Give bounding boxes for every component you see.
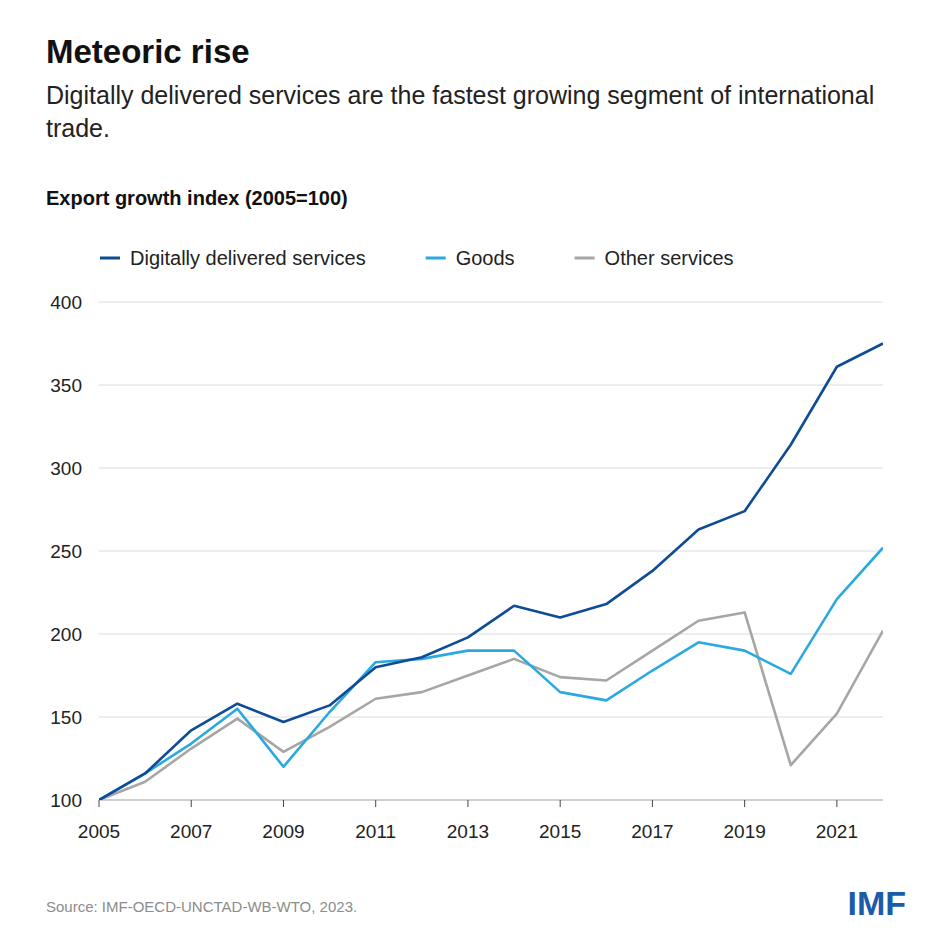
- x-tick: [99, 800, 100, 807]
- logo: IMF: [847, 884, 906, 922]
- legend-label: Digitally delivered services: [130, 247, 366, 269]
- y-tick-label: 100: [50, 790, 82, 811]
- x-tick-label: 2021: [816, 821, 858, 842]
- x-tick-label: 2013: [447, 821, 489, 842]
- x-tick: [467, 800, 468, 807]
- x-tick-label: 2011: [355, 821, 396, 842]
- grid-line: [99, 302, 883, 303]
- x-tick-label: 2007: [170, 821, 212, 842]
- x-axis-line: [99, 800, 883, 801]
- subtitle: Digitally delivered services are the fas…: [46, 81, 874, 142]
- x-tick: [375, 800, 376, 807]
- series-line: [99, 612, 883, 800]
- series-line: [99, 548, 883, 800]
- x-tick-label: 2015: [539, 821, 581, 842]
- x-tick: [744, 800, 745, 807]
- background: [0, 0, 950, 950]
- y-axis-label: Export growth index (2005=100): [46, 187, 348, 209]
- grid-line: [99, 385, 883, 386]
- legend-label: Other services: [605, 247, 734, 269]
- x-tick: [560, 800, 561, 807]
- x-tick-label: 2005: [78, 821, 120, 842]
- y-tick-label: 400: [50, 292, 82, 313]
- x-tick-label: 2009: [262, 821, 304, 842]
- subtitle-line: trade.: [46, 114, 110, 142]
- y-tick-label: 150: [50, 707, 82, 728]
- grid-line: [99, 468, 883, 469]
- chart-root: Meteoric rise Digitally delivered service…: [0, 0, 950, 950]
- title: Meteoric rise: [46, 33, 250, 70]
- x-tick-label: 2017: [631, 821, 673, 842]
- y-tick-label: 300: [50, 458, 82, 479]
- y-tick-label: 350: [50, 375, 82, 396]
- y-tick-label: 250: [50, 541, 82, 562]
- grid-line: [99, 800, 883, 801]
- grid-line: [99, 551, 883, 552]
- legend-swatch: [426, 257, 446, 260]
- legend-label: Goods: [456, 247, 515, 269]
- grid-line: [99, 634, 883, 635]
- x-tick: [191, 800, 192, 807]
- series-line: [99, 344, 883, 801]
- plot-area: [99, 344, 883, 801]
- x-tick: [836, 800, 837, 807]
- x-tick-label: 2019: [724, 821, 766, 842]
- y-tick-label: 200: [50, 624, 82, 645]
- legend-swatch: [575, 257, 595, 260]
- x-tick: [652, 800, 653, 807]
- legend-swatch: [100, 257, 120, 260]
- source: Source: IMF-OECD-UNCTAD-WB-WTO, 2023.: [46, 898, 357, 915]
- x-tick: [283, 800, 284, 807]
- subtitle-line: Digitally delivered services are the fas…: [46, 81, 874, 109]
